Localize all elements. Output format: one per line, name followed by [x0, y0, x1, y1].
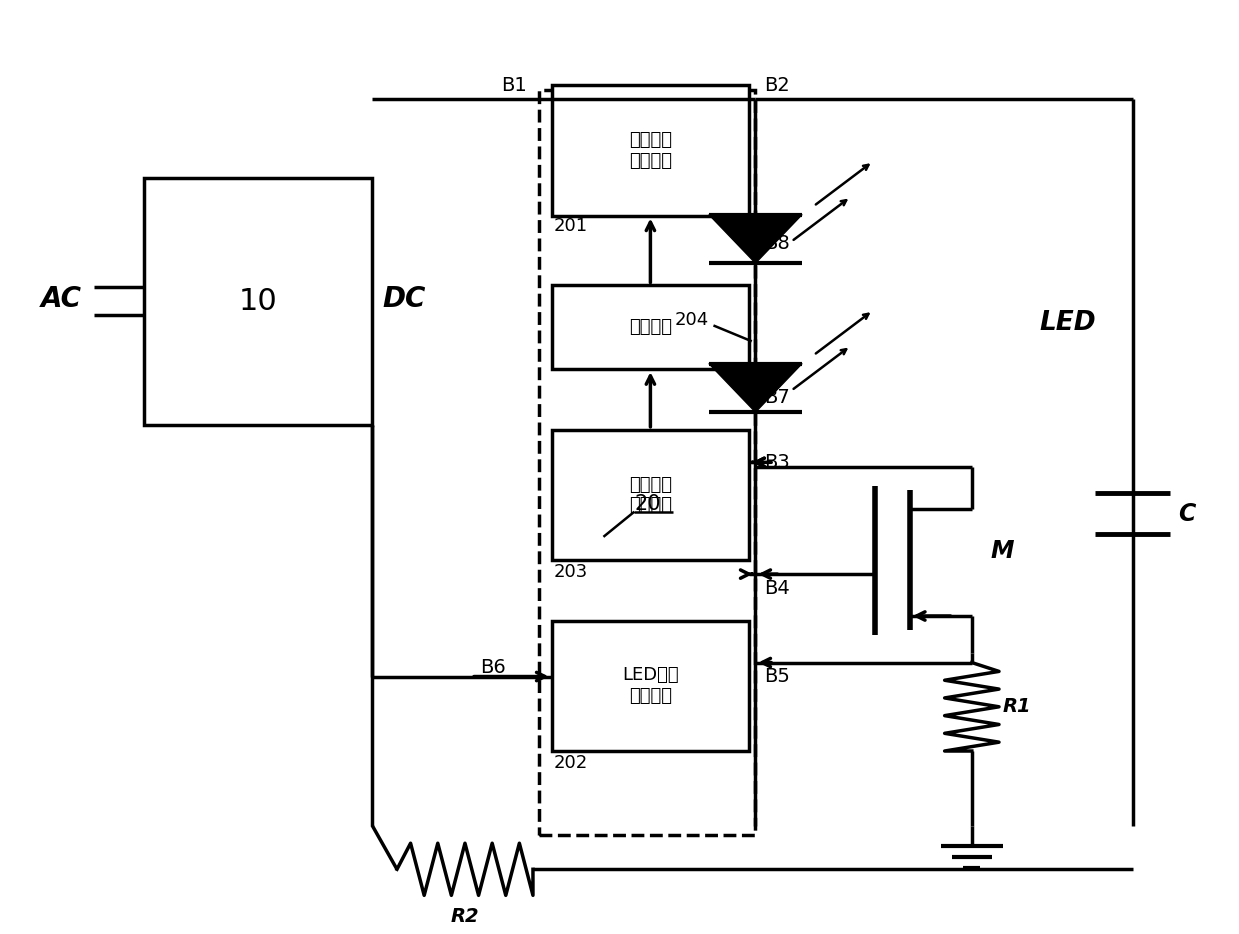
Text: AC: AC: [41, 286, 82, 314]
FancyBboxPatch shape: [551, 430, 750, 560]
Text: 203: 203: [554, 563, 589, 581]
Text: 逻辑控制: 逻辑控制: [629, 318, 672, 336]
Text: R1: R1: [1002, 698, 1031, 716]
Text: LED电流
控制电路: LED电流 控制电路: [622, 667, 679, 705]
Text: 20: 20: [634, 494, 660, 515]
FancyBboxPatch shape: [539, 90, 756, 835]
Text: C: C: [1178, 502, 1196, 526]
Text: M: M: [990, 539, 1014, 563]
Text: 10: 10: [239, 288, 278, 317]
FancyBboxPatch shape: [551, 85, 750, 216]
Text: 202: 202: [554, 754, 589, 771]
Text: B6: B6: [479, 658, 506, 677]
Polygon shape: [709, 363, 802, 412]
Text: R2: R2: [451, 907, 479, 926]
Text: 充电电流
控制电路: 充电电流 控制电路: [629, 131, 672, 170]
Text: B8: B8: [764, 234, 790, 253]
Text: B1: B1: [501, 76, 527, 94]
Text: B4: B4: [764, 578, 790, 598]
Text: B5: B5: [764, 667, 790, 686]
Text: LED: LED: [1040, 310, 1097, 335]
Text: 204: 204: [674, 311, 709, 329]
Text: DC: DC: [382, 286, 425, 314]
FancyBboxPatch shape: [551, 621, 750, 751]
FancyBboxPatch shape: [144, 178, 372, 425]
Text: B3: B3: [764, 453, 790, 472]
FancyBboxPatch shape: [551, 286, 750, 369]
Text: B7: B7: [764, 388, 790, 406]
Text: 电压反馈
控制电路: 电压反馈 控制电路: [629, 475, 672, 515]
Text: 201: 201: [554, 218, 589, 235]
Text: B2: B2: [764, 76, 790, 94]
Polygon shape: [709, 215, 802, 263]
